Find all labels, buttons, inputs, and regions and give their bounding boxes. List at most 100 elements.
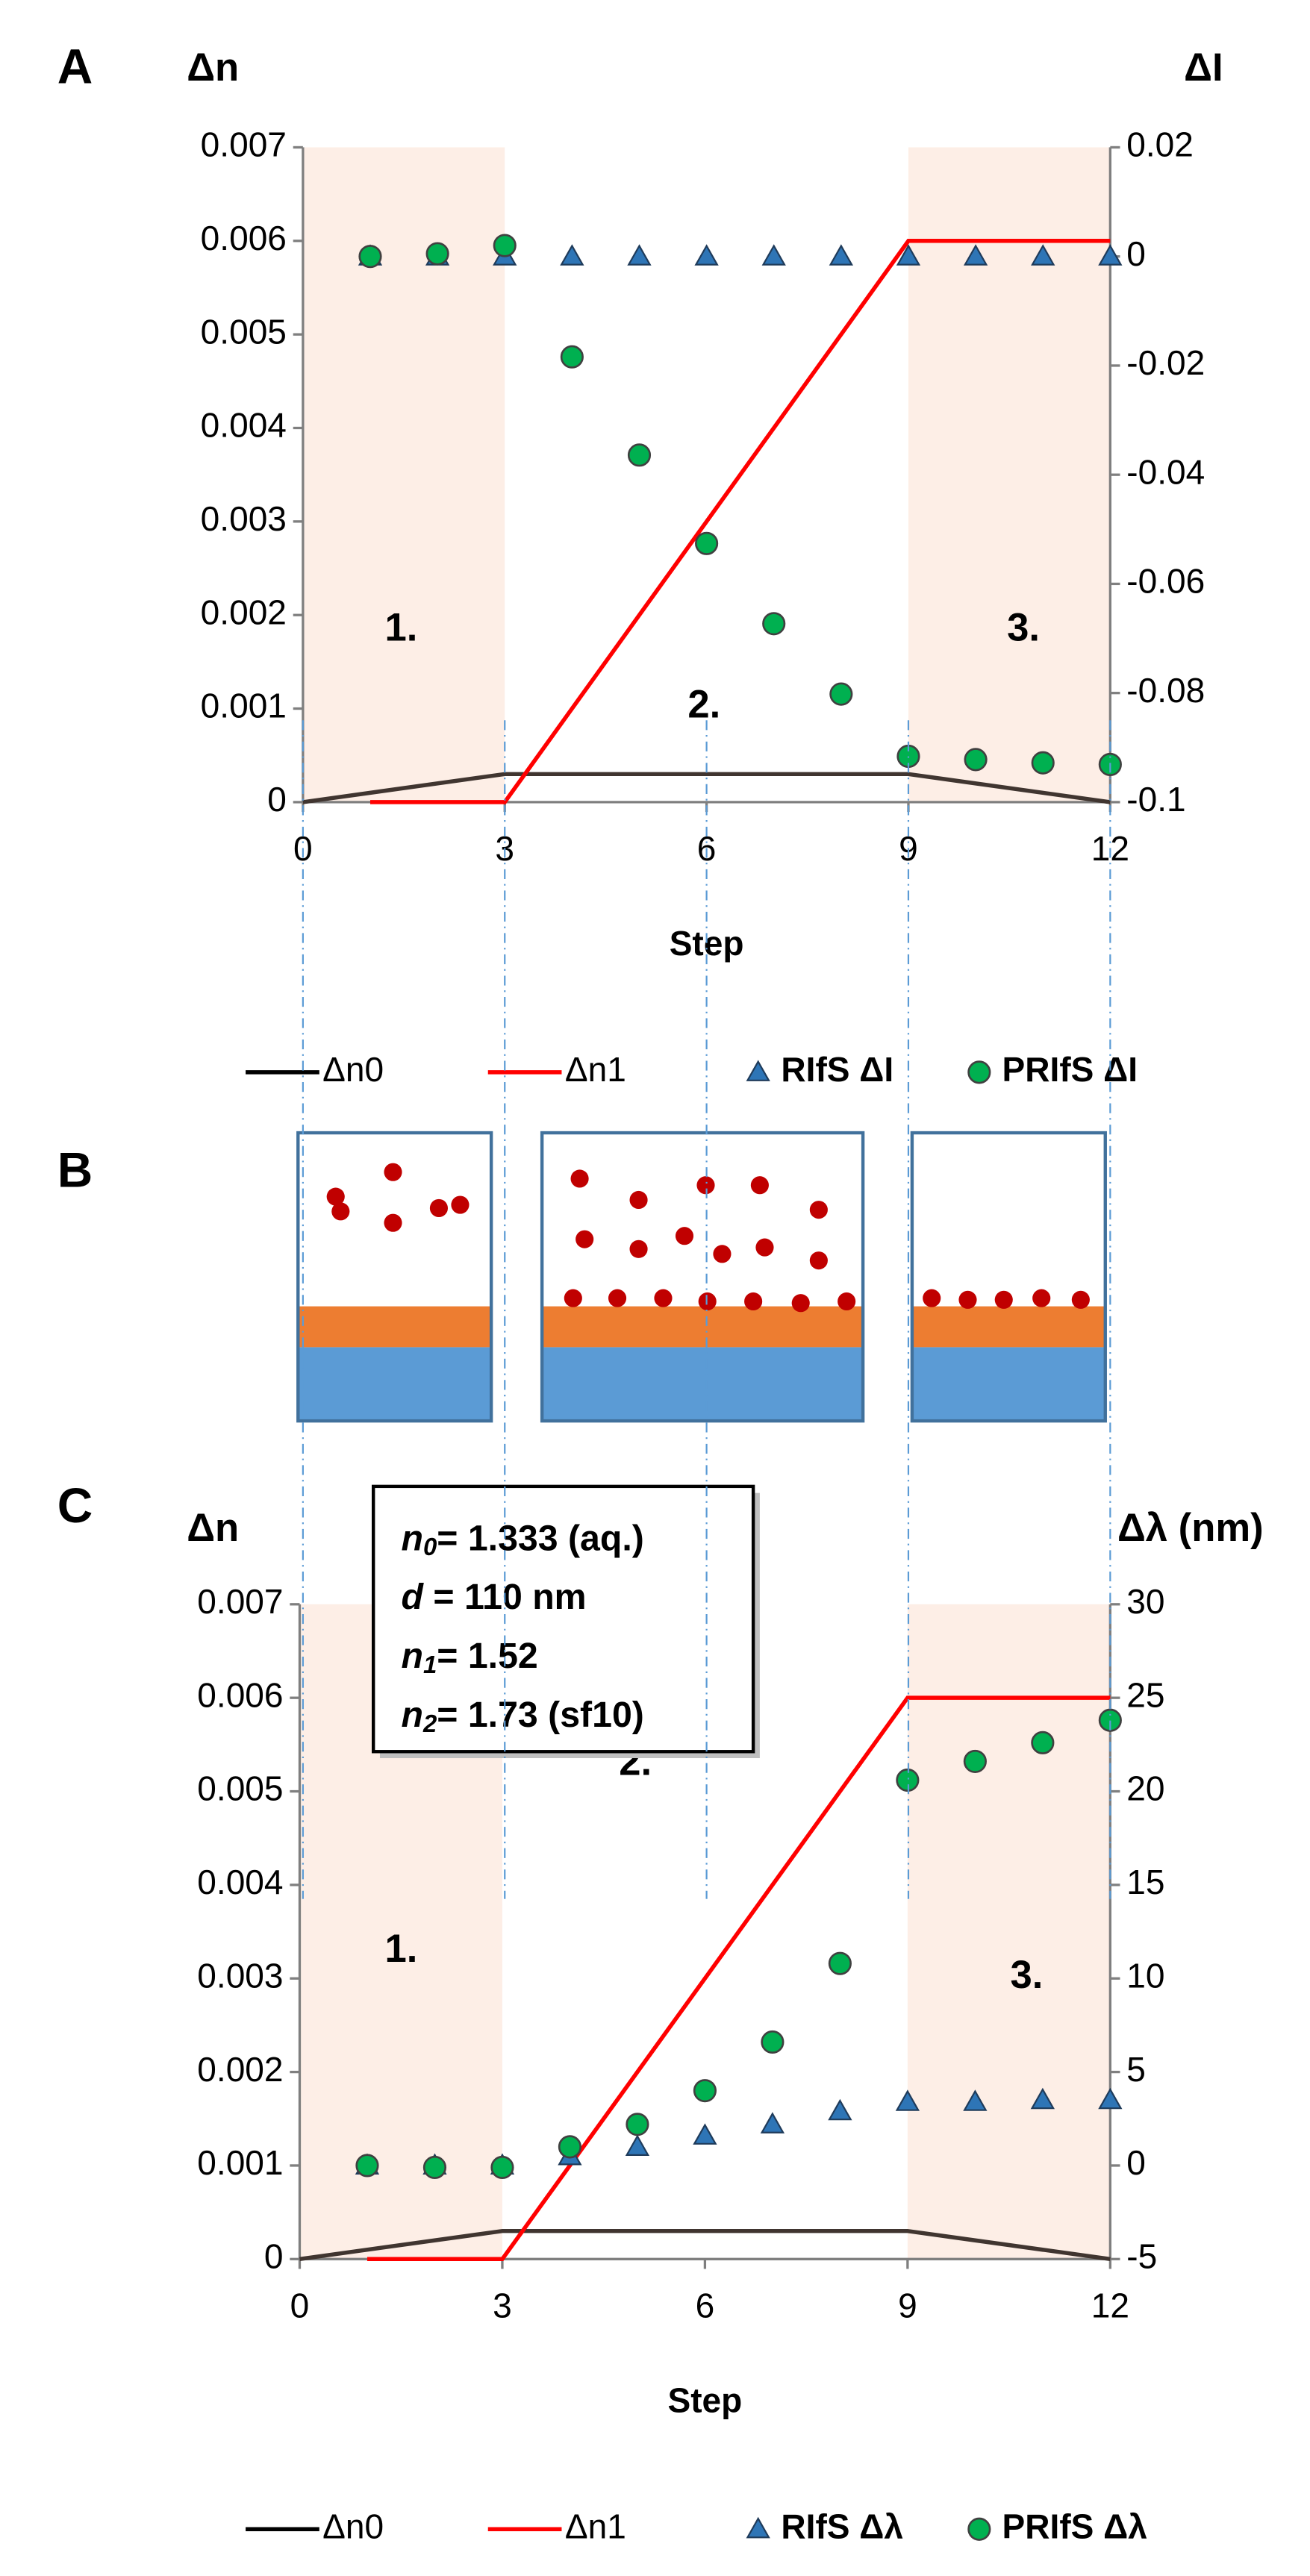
line [302, 772, 1111, 804]
y-tick-label: 0.003 [201, 499, 287, 538]
info-line: n2= 1.73 (sf10) [401, 1695, 643, 1737]
circle-marker [355, 2154, 379, 2178]
triangle-marker [746, 2516, 770, 2539]
y2-tick-label: -0.1 [1126, 780, 1185, 819]
circle-marker [761, 2030, 785, 2054]
particle [451, 1195, 470, 1214]
info-line: d = 110 nm [401, 1577, 586, 1617]
triangle-marker [828, 2098, 852, 2121]
annotation: 3. [1011, 1953, 1044, 1997]
triangle-marker [896, 244, 921, 266]
y-tick-label: 0.002 [197, 2050, 283, 2089]
legend-label: Δn0 [322, 1050, 384, 1089]
line [299, 2228, 1111, 2262]
particle [564, 1289, 582, 1307]
particle [1032, 1289, 1051, 1307]
info-symbol: n [401, 1695, 422, 1735]
particle [713, 1245, 732, 1263]
circle-marker [425, 242, 449, 266]
circle-marker [964, 748, 988, 772]
y-tick-label: 0.007 [197, 1582, 283, 1621]
circle-marker [967, 2517, 991, 2541]
y-tick-label: 0.005 [201, 312, 287, 351]
particle [1071, 1290, 1090, 1309]
triangle-marker [761, 244, 786, 266]
shaded-region [302, 147, 505, 802]
annotation: 3. [1007, 605, 1040, 649]
circle-marker [627, 443, 652, 467]
legend-label: RIfS Δλ [781, 2507, 903, 2545]
y2-tick-label: 0 [1126, 234, 1146, 273]
shaded-region [907, 1604, 1111, 2260]
x-tick-label: 6 [696, 2286, 715, 2325]
particle [755, 1238, 774, 1257]
triangle-marker [1031, 244, 1055, 266]
y-tick-label: 0.003 [197, 1956, 283, 1995]
particle [791, 1294, 810, 1313]
legend-label: Δn1 [565, 1050, 626, 1089]
y-tick-label: 0.006 [201, 219, 287, 257]
triangle-marker [1030, 2087, 1055, 2110]
circle-marker [358, 245, 382, 269]
triangle-marker [694, 244, 719, 266]
circle-marker [490, 2155, 514, 2180]
circle-marker [626, 2113, 649, 2136]
triangle-marker [829, 244, 853, 266]
cell [540, 1131, 865, 1423]
particle [629, 1190, 648, 1210]
circle-marker [422, 2155, 447, 2180]
particle [576, 1230, 594, 1248]
particle [629, 1239, 648, 1258]
annotation: 2. [687, 683, 720, 727]
info-text: = 1.52 [437, 1636, 538, 1676]
y-tick-label: 0.001 [201, 687, 287, 725]
legend-label: PRIfS Δλ [1002, 2507, 1147, 2545]
triangle-marker [1098, 2087, 1123, 2110]
x-tick-label: 9 [898, 2286, 917, 2325]
particle [923, 1289, 941, 1307]
line [367, 1695, 1111, 2262]
info-box [371, 1484, 755, 1754]
y-tick-label: 0.004 [201, 406, 287, 445]
diagram [296, 1131, 1107, 1423]
y2-tick-label: 0.02 [1126, 125, 1194, 164]
circle-marker [762, 612, 786, 636]
triangle-marker [560, 244, 584, 266]
info-line: n0= 1.333 (aq.) [401, 1518, 643, 1560]
legend-label: PRIfS ΔI [1002, 1050, 1138, 1089]
layer [911, 1306, 1105, 1348]
triangle-marker [693, 2123, 717, 2145]
circle-marker [695, 531, 719, 555]
particle [994, 1290, 1013, 1309]
y2-tick-label: -5 [1126, 2236, 1157, 2275]
particle [838, 1292, 856, 1311]
panel-label: C [57, 1478, 93, 1533]
y2-axis-title: ΔI [1184, 46, 1223, 90]
y2-tick-label: -0.04 [1126, 452, 1205, 491]
particle [654, 1289, 673, 1307]
particle [744, 1292, 763, 1311]
info-text: = 1.333 (aq.) [437, 1518, 644, 1558]
y2-tick-label: 25 [1126, 1675, 1164, 1714]
y2-tick-label: -0.06 [1126, 562, 1205, 601]
circle-marker [1098, 1708, 1122, 1732]
circle-marker [829, 682, 853, 706]
info-text: = 1.73 (sf10) [437, 1695, 644, 1735]
substrate [911, 1347, 1105, 1422]
annotation: 1. [385, 1927, 418, 1971]
legend-label: Δn0 [322, 2507, 384, 2545]
x-axis-title: Step [668, 2381, 743, 2420]
circle-marker [828, 1951, 852, 1975]
particle [696, 1176, 715, 1195]
y-tick-label: 0.001 [197, 2143, 283, 2182]
triangle-marker [895, 2089, 920, 2111]
circle-marker [693, 2079, 717, 2103]
circle-marker [1031, 751, 1055, 775]
particle [429, 1198, 448, 1218]
y-tick-label: 0 [264, 2236, 284, 2275]
y2-tick-label: 20 [1126, 1769, 1164, 1808]
particle [384, 1163, 402, 1181]
particle [675, 1227, 694, 1245]
circle-marker [493, 234, 517, 257]
substrate [298, 1347, 492, 1422]
